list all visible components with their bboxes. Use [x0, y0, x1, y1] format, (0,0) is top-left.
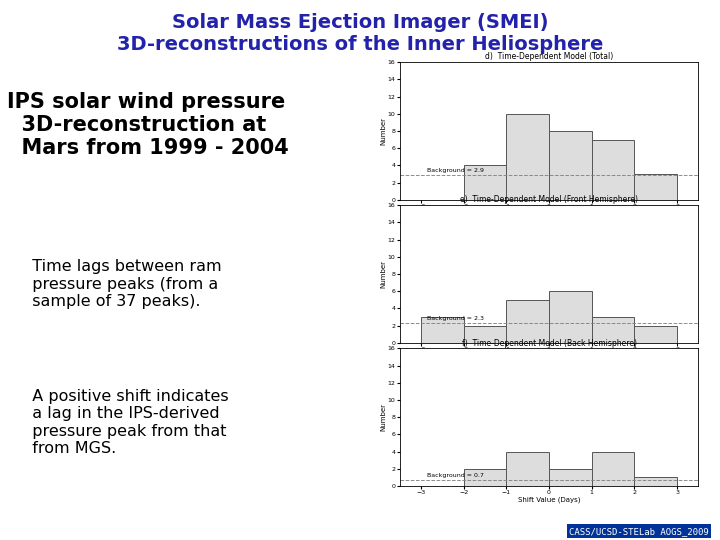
Title: f)  Time-Dependent Model (Back Hemisphere): f) Time-Dependent Model (Back Hemisphere…	[462, 339, 636, 348]
Bar	[592, 139, 634, 200]
X-axis label: Shift Value (Days): Shift Value (Days)	[518, 497, 580, 503]
Y-axis label: Number: Number	[380, 403, 386, 431]
Text: CASS/UCSD-STELab AOGS_2009: CASS/UCSD-STELab AOGS_2009	[570, 526, 709, 536]
Bar	[464, 165, 506, 200]
Title: e)  Time-Dependent Model (Front Hemisphere): e) Time-Dependent Model (Front Hemispher…	[460, 195, 638, 205]
Text: Background = 2.9: Background = 2.9	[428, 168, 485, 173]
Bar	[506, 300, 549, 343]
Y-axis label: Number: Number	[380, 260, 386, 288]
Y-axis label: Number: Number	[380, 117, 386, 145]
Text: Background = 2.3: Background = 2.3	[428, 316, 485, 321]
Text: Time lags between ram
  pressure peaks (from a
  sample of 37 peaks).: Time lags between ram pressure peaks (fr…	[22, 259, 221, 309]
Bar	[634, 326, 677, 343]
Bar	[464, 326, 506, 343]
Bar	[464, 469, 506, 486]
Bar	[506, 451, 549, 486]
Text: IPS solar wind pressure
  3D-reconstruction at
  Mars from 1999 - 2004: IPS solar wind pressure 3D-reconstructio…	[7, 92, 289, 158]
Bar	[549, 131, 592, 200]
Text: Background = 0.7: Background = 0.7	[428, 473, 485, 478]
Bar	[549, 291, 592, 343]
Bar	[634, 477, 677, 486]
Bar	[592, 317, 634, 343]
Bar	[421, 317, 464, 343]
Text: Solar Mass Ejection Imager (SMEI): Solar Mass Ejection Imager (SMEI)	[172, 14, 548, 32]
Bar	[634, 174, 677, 200]
Bar	[506, 114, 549, 200]
Bar	[549, 469, 592, 486]
Bar	[592, 451, 634, 486]
Text: A positive shift indicates
  a lag in the IPS-derived
  pressure peak from that
: A positive shift indicates a lag in the …	[22, 389, 228, 456]
Text: 3D-reconstructions of the Inner Heliosphere: 3D-reconstructions of the Inner Heliosph…	[117, 35, 603, 54]
Title: d)  Time-Dependent Model (Total): d) Time-Dependent Model (Total)	[485, 52, 613, 62]
